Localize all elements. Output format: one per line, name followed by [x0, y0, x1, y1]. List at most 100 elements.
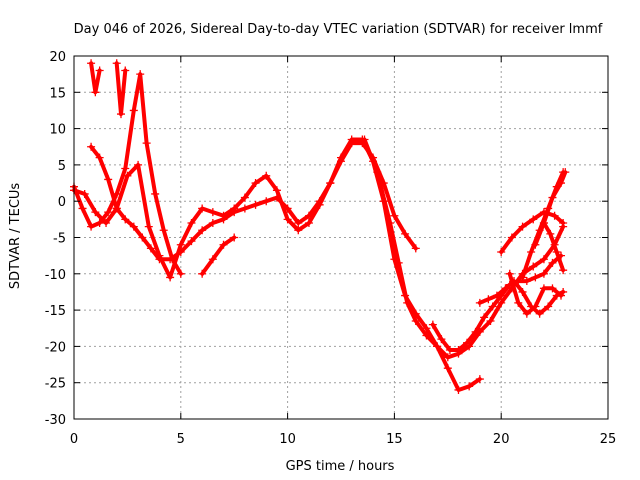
data-point: [198, 204, 207, 213]
data-point: [138, 233, 147, 242]
data-point: [546, 229, 555, 238]
data-point: [176, 240, 185, 249]
data-point: [531, 240, 540, 249]
data-point: [497, 298, 506, 307]
data-point: [198, 226, 207, 235]
y-axis-label: SDTVAR / TECUs: [8, 183, 23, 290]
data-point: [557, 291, 566, 300]
series-track-h: [428, 251, 566, 355]
data-point: [134, 160, 143, 169]
data-point: [272, 193, 281, 202]
data-point: [548, 193, 557, 202]
series-line: [430, 253, 563, 352]
data-point: [104, 208, 113, 217]
data-point: [373, 168, 382, 177]
data-point: [166, 255, 175, 264]
series-track-j: [505, 269, 566, 318]
data-series: [70, 59, 570, 394]
data-point: [208, 208, 217, 217]
data-point: [548, 284, 557, 293]
data-point: [230, 233, 239, 242]
data-point: [497, 248, 506, 257]
data-point: [552, 248, 561, 257]
data-point: [251, 179, 260, 188]
x-tick-label: 0: [70, 432, 78, 447]
data-point: [401, 229, 410, 238]
series-track-f: [112, 59, 130, 119]
data-point: [411, 316, 420, 325]
data-point: [505, 269, 514, 278]
series-line: [200, 235, 237, 276]
data-point: [219, 240, 228, 249]
data-point: [136, 70, 145, 79]
data-point: [394, 258, 403, 267]
data-point: [422, 331, 431, 340]
data-point: [304, 211, 313, 220]
data-point: [465, 382, 474, 391]
data-point: [488, 302, 497, 311]
y-tick-label: 20: [49, 50, 66, 65]
data-point: [176, 269, 185, 278]
y-tick-label: -5: [53, 232, 66, 247]
data-point: [121, 215, 130, 224]
data-point: [475, 298, 484, 307]
data-point: [443, 353, 452, 362]
data-point: [95, 66, 104, 75]
y-tick-label: -10: [45, 268, 66, 283]
series-line: [362, 137, 566, 360]
data-point: [437, 335, 446, 344]
data-point: [112, 59, 121, 68]
data-point: [522, 277, 531, 286]
data-point: [539, 255, 548, 264]
series-track-c: [87, 139, 420, 264]
data-point: [121, 164, 130, 173]
series-track-n: [539, 218, 568, 275]
chart-title: Day 046 of 2026, Sidereal Day-to-day VTE…: [74, 22, 603, 37]
x-tick-label: 10: [279, 432, 296, 447]
data-point: [87, 59, 96, 68]
data-point: [539, 284, 548, 293]
data-point: [403, 298, 412, 307]
data-point: [518, 222, 527, 231]
data-point: [501, 284, 510, 293]
data-point: [240, 204, 249, 213]
data-point: [337, 157, 345, 166]
data-point: [480, 313, 489, 322]
data-point: [87, 222, 96, 231]
series-line: [72, 137, 482, 392]
y-tick-label: 10: [49, 123, 66, 138]
series-track-i: [475, 277, 568, 318]
data-point: [475, 375, 484, 384]
data-point: [144, 222, 153, 231]
series-line: [89, 61, 102, 95]
data-point: [518, 273, 527, 282]
y-tick-label: 15: [49, 86, 66, 101]
y-tick-label: 0: [58, 195, 66, 210]
data-point: [347, 139, 356, 148]
data-point: [262, 171, 271, 180]
series-track-b: [70, 70, 185, 278]
data-point: [390, 211, 399, 220]
data-point: [95, 218, 104, 227]
data-point: [522, 309, 531, 318]
data-point: [78, 204, 87, 213]
y-tick-label: -30: [45, 413, 66, 428]
data-point: [326, 179, 335, 188]
data-point: [208, 218, 217, 227]
axis-ticks: 0 5 10 15 20 25 -30 -25 -20 -15 -10 -5 0 5 10 15 20: [45, 50, 617, 447]
data-point: [294, 218, 303, 227]
y-tick-label: -20: [45, 340, 66, 355]
data-point: [550, 211, 559, 220]
data-point: [294, 226, 303, 235]
data-point: [428, 320, 437, 329]
data-point: [142, 139, 151, 148]
data-point: [129, 106, 138, 115]
data-point: [80, 189, 89, 198]
series-line: [541, 221, 566, 273]
x-axis-label: GPS time / hours: [286, 459, 395, 474]
data-point: [386, 218, 395, 227]
series-track-e: [87, 59, 104, 97]
data-point: [443, 364, 452, 373]
data-point: [411, 244, 420, 253]
